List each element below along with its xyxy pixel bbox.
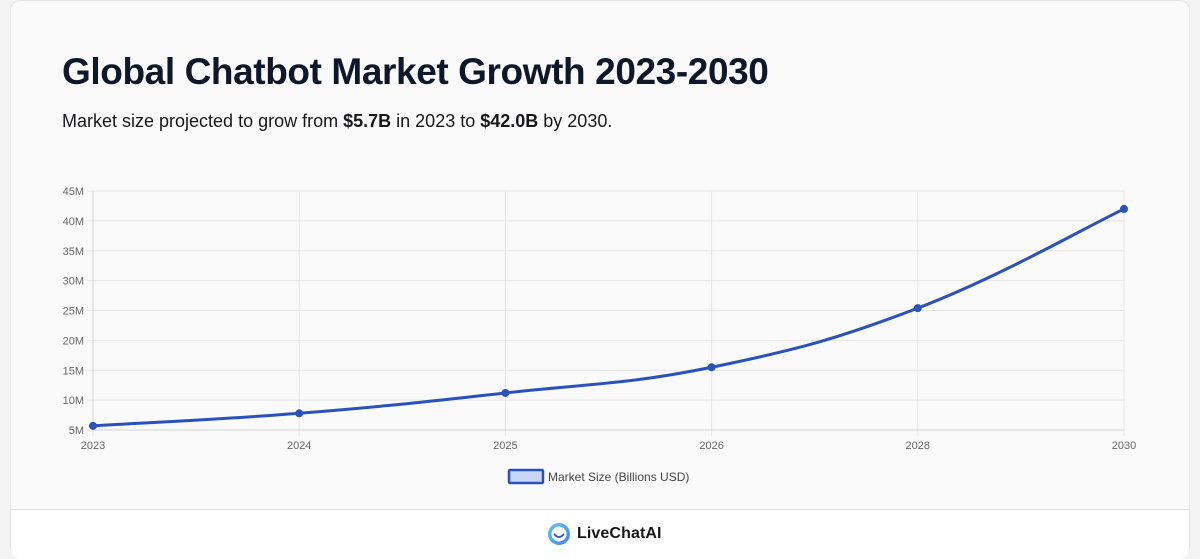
data-point (1120, 204, 1128, 213)
x-tick-label: 2030 (1112, 440, 1136, 452)
y-tick-label: 30M (63, 276, 84, 288)
subtitle-end-value: $42.0B (480, 111, 539, 131)
data-point (295, 409, 304, 418)
x-tick-label: 2023 (81, 440, 105, 452)
subtitle-mid: in 2023 to (391, 111, 481, 131)
y-tick-label: 5M (69, 425, 84, 437)
x-tick-label: 2026 (699, 440, 723, 452)
chart-card: Global Chatbot Market Growth 2023-2030 M… (10, 0, 1190, 559)
y-tick-label: 35M (63, 246, 84, 258)
data-point (913, 304, 922, 313)
page-title: Global Chatbot Market Growth 2023-2030 (62, 51, 769, 92)
subtitle-prefix: Market size projected to grow from (62, 111, 344, 131)
y-tick-label: 25M (63, 306, 84, 318)
livechatai-logo-icon (548, 523, 570, 545)
y-tick-label: 20M (63, 335, 84, 347)
y-tick-label: 10M (63, 395, 84, 407)
data-point (89, 421, 97, 430)
legend-label: Market Size (Billions USD) (548, 470, 689, 484)
subtitle-start-value: $5.7B (343, 111, 392, 131)
data-point (501, 388, 510, 397)
subtitle-suffix: by 2030. (538, 111, 613, 131)
y-tick-label: 40M (63, 216, 84, 228)
line-chart: 5M 10M 15M 20M 25M 30M 35M 40M 45M 2023 2024 2025 20… (63, 186, 1136, 485)
x-tick-label: 2025 (493, 440, 517, 452)
brand-name: LiveChatAI (577, 525, 662, 542)
legend-swatch (507, 468, 545, 485)
legend-item: Market Size (Billions USD) (507, 468, 689, 485)
brand[interactable]: LiveChatAI (547, 522, 662, 546)
x-tick-label: 2028 (906, 440, 930, 452)
x-tick-label: 2024 (287, 440, 311, 452)
y-tick-label: 45M (63, 186, 84, 198)
series-line (91, 207, 1126, 428)
data-point (707, 363, 716, 372)
footer: LiveChatAI (11, 509, 1189, 559)
y-tick-label: 15M (63, 365, 84, 377)
page-subtitle: Market size projected to grow from $5.7B… (62, 111, 612, 132)
